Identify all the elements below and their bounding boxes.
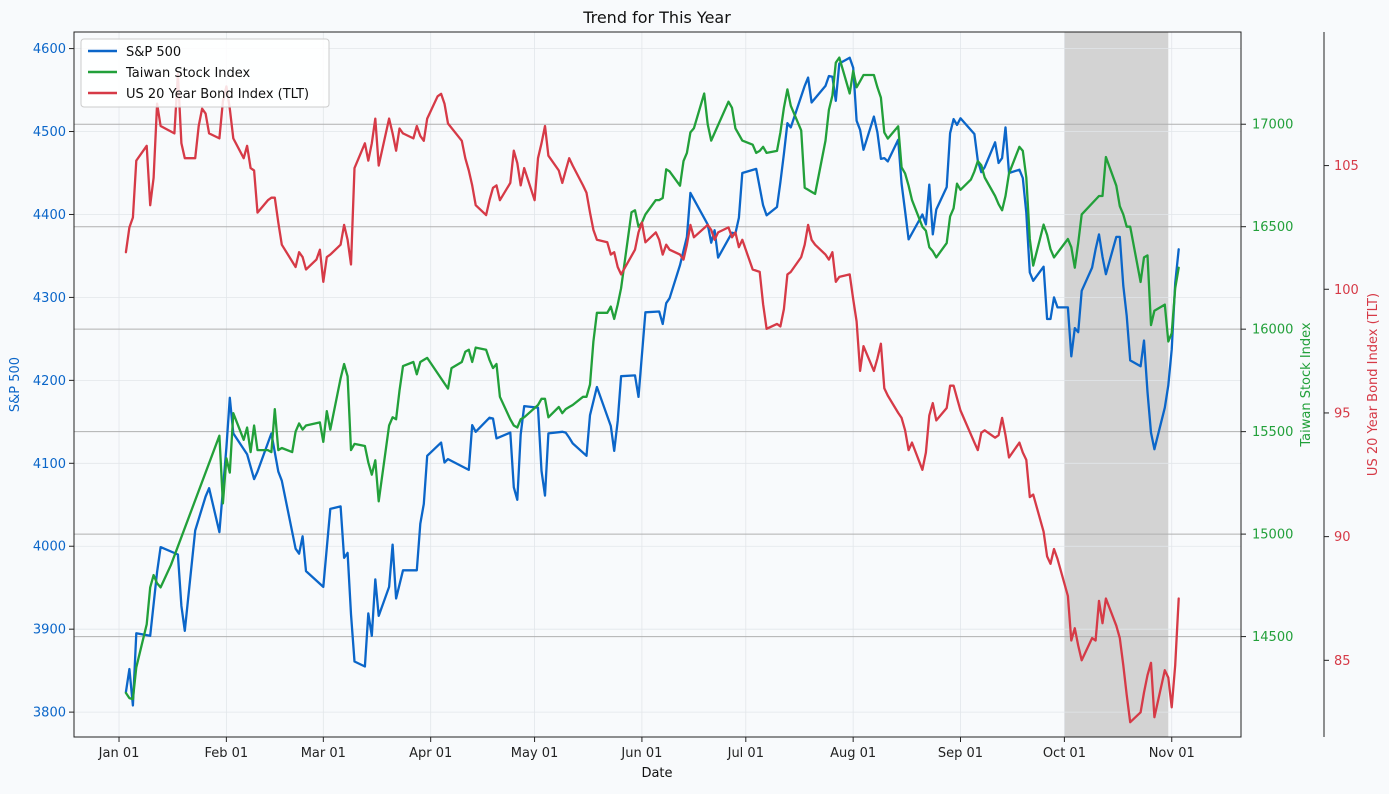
- chart-title: Trend for This Year: [582, 8, 731, 27]
- sp500-tick-label: 3900: [33, 623, 66, 638]
- sp500-tick-label: 4500: [33, 125, 66, 140]
- series-line-us-20-year-bond-index-tlt: [124, 72, 1180, 724]
- series-line-s-p-500: [124, 56, 1180, 707]
- sp500-tick-label: 4100: [33, 457, 66, 472]
- sp500-tick-label: 4400: [33, 208, 66, 223]
- legend-label: S&P 500: [126, 45, 181, 60]
- legend: S&P 500 Taiwan Stock Index US 20 Year Bond…: [80, 38, 330, 108]
- taiwan-tick-label: 16000: [1252, 323, 1293, 338]
- x-tick-label: Aug 01: [830, 746, 876, 761]
- taiwan-tick-label: 15500: [1252, 425, 1293, 440]
- plot-area: [74, 32, 1241, 737]
- x-tick-label: Nov 01: [1149, 746, 1195, 761]
- taiwan-axis-title: Taiwan Stock Index: [1299, 322, 1314, 448]
- legend-label: US 20 Year Bond Index (TLT): [126, 87, 309, 102]
- sp500-tick-label: 4200: [33, 374, 66, 389]
- x-tick-label: Jul 01: [727, 746, 764, 761]
- x-tick-label: Jun 01: [620, 746, 662, 761]
- x-tick-label: Jan 01: [98, 746, 140, 761]
- sp500-tick-label: 4300: [33, 291, 66, 306]
- x-tick-label: Feb 01: [205, 746, 249, 761]
- x-tick-label: Mar 01: [301, 746, 346, 761]
- x-tick-label: Apr 01: [409, 746, 452, 761]
- plot-frame: [73, 31, 1242, 738]
- tlt-tick-label: 100: [1334, 283, 1359, 298]
- sp500-axis-title: S&P 500: [8, 357, 23, 412]
- highlight-band: [1064, 32, 1169, 737]
- tlt-tick-label: 90: [1334, 530, 1351, 545]
- sp500-tick-label: 4000: [33, 540, 66, 555]
- taiwan-tick-label: 16500: [1252, 220, 1293, 235]
- grid-lines: [74, 32, 1241, 737]
- x-tick-label: Oct 01: [1043, 746, 1086, 761]
- tlt-axis-title: US 20 Year Bond Index (TLT): [1366, 293, 1381, 476]
- tlt-tick-label: 105: [1334, 159, 1359, 174]
- tlt-tick-label: 95: [1334, 406, 1351, 421]
- x-tick-label: Sep 01: [938, 746, 983, 761]
- taiwan-tick-label: 17000: [1252, 118, 1293, 133]
- sp500-tick-label: 4600: [33, 42, 66, 57]
- legend-label: Taiwan Stock Index: [125, 66, 251, 81]
- legend-box: [80, 38, 330, 108]
- sp500-tick-label: 3800: [33, 706, 66, 721]
- series-line-taiwan-stock-index: [124, 56, 1180, 701]
- x-tick-label: May 01: [511, 746, 559, 761]
- taiwan-tick-label: 15000: [1252, 528, 1293, 543]
- taiwan-tick-label: 14500: [1252, 630, 1293, 645]
- x-axis-title: Date: [641, 766, 672, 781]
- tlt-tick-label: 85: [1334, 654, 1351, 669]
